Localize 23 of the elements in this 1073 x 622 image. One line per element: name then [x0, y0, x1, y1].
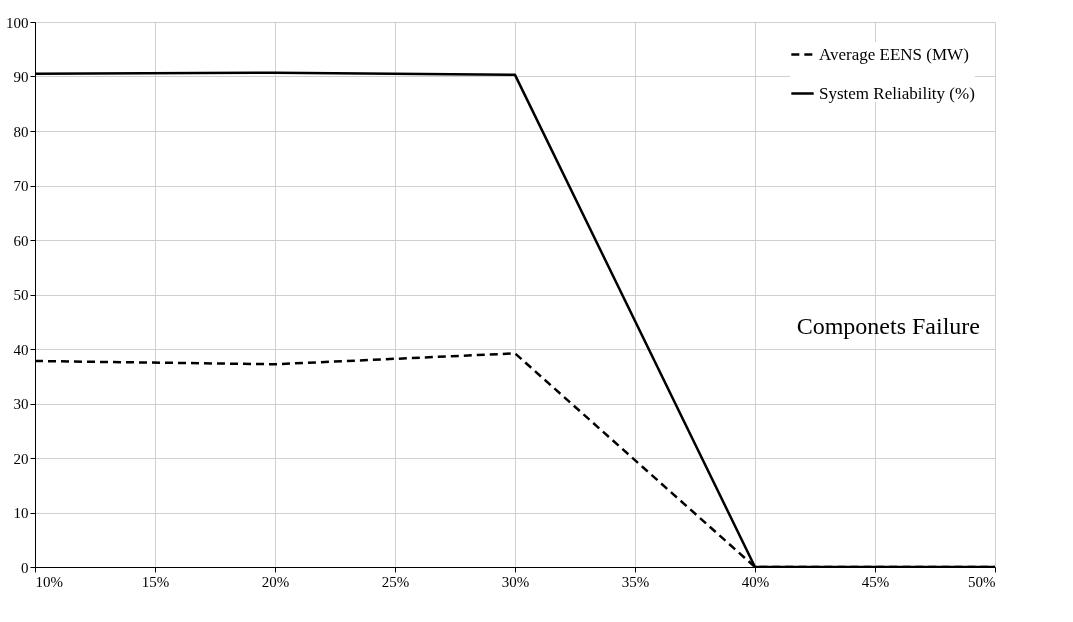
y-tick-label: 100: [6, 14, 29, 31]
x-tick-label: 45%: [861, 573, 890, 590]
x-tick-label: 35%: [621, 573, 650, 590]
legend-label: System Reliability (%): [819, 83, 975, 103]
x-tick-label: 40%: [741, 573, 770, 590]
x-tick-label: 15%: [141, 573, 170, 590]
annotation: Componets Failure: [796, 313, 980, 340]
y-tick-label: 70: [13, 178, 29, 194]
x-tick-label: 50%: [968, 573, 996, 590]
y-tick-label: 90: [13, 69, 29, 85]
y-tick-label: 40: [13, 341, 29, 358]
y-tick-label: 10: [13, 505, 29, 521]
x-tick-label: 30%: [501, 573, 530, 590]
y-tick-label: 0: [21, 559, 29, 576]
x-tick-label: 20%: [261, 573, 290, 590]
y-tick-label: 60: [13, 232, 29, 249]
legend-label: Average EENS (MW): [819, 44, 969, 64]
y-tick-label: 50: [13, 287, 29, 303]
x-tick-label: 10%: [35, 573, 63, 590]
x-tick-label: 25%: [381, 573, 410, 590]
y-tick-label: 80: [13, 123, 29, 140]
y-tick-label: 20: [13, 450, 29, 467]
y-tick-label: 30: [13, 396, 29, 412]
